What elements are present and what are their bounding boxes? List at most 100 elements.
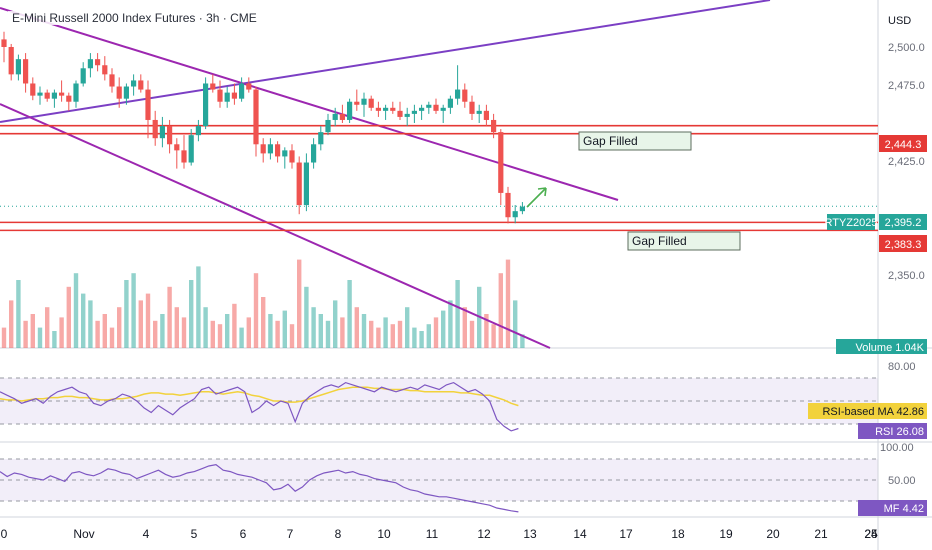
volume-bar (232, 303, 237, 348)
candle-body (483, 110, 489, 120)
candle-body (116, 86, 122, 99)
volume-bar (426, 324, 431, 348)
candle-body (217, 89, 223, 102)
svg-text:Volume 1.04K: Volume 1.04K (856, 342, 925, 354)
candle-body (138, 80, 144, 90)
svg-text:Gap Filled: Gap Filled (632, 234, 687, 248)
mf-badge: MF 4.42 (858, 500, 927, 516)
price-tick-label: 2,425.0 (888, 156, 925, 168)
volume-bar (347, 280, 352, 348)
volume-bar (253, 273, 259, 348)
rsi-line (0, 381, 519, 432)
candle-body (239, 83, 245, 99)
rsi-badge: RSI 26.08 (858, 423, 927, 439)
volume-bar (304, 286, 309, 348)
volume-bar (484, 314, 489, 348)
candle-body (210, 83, 216, 90)
volume-bar (318, 314, 323, 348)
time-tick-label: 19 (719, 527, 733, 541)
volume-bar (361, 314, 367, 348)
svg-text:RSI 26.08: RSI 26.08 (875, 426, 924, 438)
volume-bar (448, 300, 453, 348)
candle-body (231, 92, 237, 99)
time-tick-label: 14 (573, 527, 587, 541)
volume-bar (203, 307, 208, 348)
volume-bar (405, 307, 410, 348)
volume-bar (369, 320, 374, 348)
candle-body (447, 98, 453, 108)
candle-body (462, 89, 468, 102)
uptrend-line (0, 0, 771, 123)
volume-bar (52, 331, 57, 348)
volume-bar (297, 259, 302, 348)
gap-filled-label-2: Gap Filled (627, 231, 741, 251)
volume-bar (513, 300, 518, 348)
svg-text:Gap Filled: Gap Filled (583, 134, 638, 148)
candle-body (174, 144, 180, 151)
candle-body (455, 89, 461, 99)
candle-body (131, 80, 137, 87)
candle-body (332, 113, 338, 120)
candle-body (102, 65, 108, 75)
candle-body (339, 113, 345, 120)
volume-bar (174, 307, 179, 348)
candle-body (246, 83, 252, 90)
candle-body (1, 39, 7, 47)
volume-bar (354, 307, 359, 348)
volume-bar (88, 300, 93, 348)
price-tick-label: 2,350.0 (888, 270, 925, 282)
volume-bar (412, 327, 417, 348)
candle-body (368, 98, 374, 108)
time-tick-label: 10 (377, 527, 391, 541)
candle-body (15, 59, 21, 75)
candle-body (30, 83, 36, 96)
volume-bar (23, 320, 28, 348)
volume-bar (153, 320, 158, 348)
volume-bar (131, 273, 136, 348)
candle-body (512, 211, 518, 218)
time-tick-label: 25 (864, 527, 878, 541)
mf-axis-label: 50.00 (888, 475, 916, 487)
time-tick-label: 17 (619, 527, 633, 541)
volume-bar (73, 273, 79, 348)
candle-body (361, 98, 367, 105)
candle-body (498, 132, 504, 193)
candle-body (44, 92, 50, 99)
volume-bar (498, 273, 503, 348)
candle-body (426, 104, 432, 108)
volume-bar (282, 310, 287, 348)
rsi-axis-label: 80.00 (888, 361, 916, 373)
time-tick-label: Nov (73, 527, 94, 541)
time-tick-label: 20 (766, 527, 780, 541)
candle-body (59, 92, 65, 96)
rsi-ma-badge: RSI-based MA 42.86 (808, 403, 927, 419)
volume-bar (81, 293, 86, 348)
candle-body (505, 192, 511, 218)
volume-bar (225, 314, 230, 348)
gap-lower-badge: 2,383.3 (879, 235, 927, 252)
volume-bar (210, 320, 215, 348)
candle-body (347, 101, 353, 120)
candle-body (145, 89, 151, 120)
volume-bar (16, 280, 21, 348)
volume-bar (30, 314, 35, 348)
svg-text:2,395.2: 2,395.2 (885, 217, 922, 229)
candle-body (419, 107, 425, 111)
volume-bar (469, 320, 475, 348)
candle-body (469, 101, 475, 114)
volume-bar (441, 310, 446, 348)
candle-body (203, 83, 209, 127)
volume-bar (462, 307, 467, 348)
candle-body (167, 126, 173, 145)
candle-body (95, 59, 101, 66)
candle-body (390, 107, 396, 111)
candle-body (519, 206, 525, 212)
svg-text:RTYZ2025: RTYZ2025 (825, 217, 878, 229)
candle-body (195, 126, 201, 136)
candle-body (433, 104, 439, 111)
time-tick-label: 13 (523, 527, 537, 541)
candle-body (476, 110, 482, 114)
channel-upper-line (0, 7, 619, 201)
time-tick-label: 4 (143, 527, 150, 541)
